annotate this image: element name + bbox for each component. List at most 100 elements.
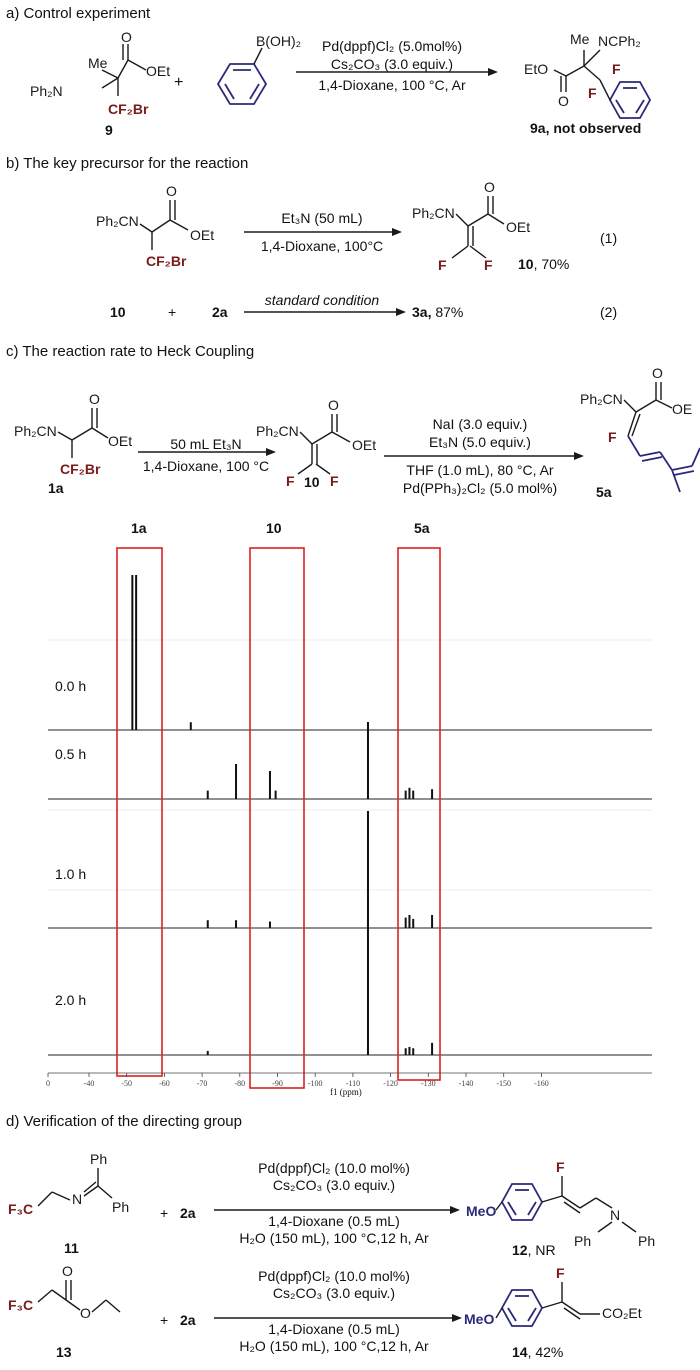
condition-c2-1: NaI (3.0 equiv.) — [432, 416, 528, 432]
yield-3a: 87% — [431, 304, 464, 320]
condition-d2-1: Pd(dppf)Cl₂ (10.0 mol%) — [258, 1268, 410, 1284]
x-tick-label: 0 — [46, 1079, 50, 1088]
condition-d1-4: H₂O (150 mL), 100 °C,12 h, Ar — [239, 1230, 429, 1246]
condition-d2-3: 1,4-Dioxane (0.5 mL) — [268, 1321, 400, 1337]
condition-b1-1: Et₃N (50 mL) — [281, 210, 363, 226]
x-tick-label: -60 — [159, 1079, 170, 1088]
column-label-10: 10 — [266, 520, 282, 536]
svg-text:CF₂Br: CF₂Br — [60, 461, 101, 477]
condition-d1-3: 1,4-Dioxane (0.5 mL) — [268, 1213, 400, 1229]
svg-text:N: N — [72, 1191, 82, 1207]
svg-text:OEt: OEt — [146, 63, 170, 79]
compound-label-10-c: 10 — [304, 474, 320, 490]
svg-text:F: F — [556, 1265, 565, 1281]
compound-label-10: 10 — [518, 256, 534, 272]
condition-c1-2: 1,4-Dioxane, 100 °C — [142, 458, 270, 474]
eq2-plus: + — [168, 304, 177, 320]
section-b-title: b) The key precursor for the reaction — [6, 155, 249, 172]
x-tick-label: -90 — [272, 1079, 283, 1088]
condition-a-3: 1,4-Dioxane, 100 °C, Ar — [318, 77, 466, 93]
d-plus-1: + — [160, 1205, 169, 1221]
highlight-frame-10 — [249, 547, 305, 1089]
compound-10-result: 10, 70% — [518, 256, 569, 272]
result-12: , NR — [527, 1242, 556, 1258]
svg-text:NCPh₂: NCPh₂ — [598, 33, 641, 49]
compound-label-9: 9 — [105, 122, 113, 138]
eq2-product-result: 3a, 87% — [412, 304, 463, 320]
compound-label-9a: 9a, not observed — [530, 120, 642, 136]
time-label-1: 1.0 h — [55, 866, 87, 882]
svg-text:CF₂Br: CF₂Br — [108, 101, 149, 117]
condition-d1-1: Pd(dppf)Cl₂ (10.0 mol%) — [258, 1160, 410, 1176]
time-label-0: 0.0 h — [55, 678, 87, 694]
svg-text:CF₂Br: CF₂Br — [146, 253, 187, 269]
svg-text:Ph₂CN: Ph₂CN — [580, 391, 623, 407]
yield-10: , 70% — [533, 256, 570, 272]
svg-text:Ph: Ph — [112, 1199, 129, 1215]
compound-label-1a: 1a — [48, 480, 64, 496]
d-plus-2: + — [160, 1312, 169, 1328]
svg-text:O: O — [484, 179, 495, 195]
svg-text:F: F — [330, 473, 339, 489]
section-d-title: d) Verification of the directing group — [6, 1113, 242, 1130]
condition-a-1: Pd(dppf)Cl₂ (5.0mol%) — [321, 38, 463, 54]
svg-text:O: O — [652, 365, 663, 381]
x-tick-label: -130 — [421, 1079, 436, 1088]
nmr-spectrum: 0 -40 -50 -60 -70 -80 -90 -100 -110 -120 -130 -140 -… — [46, 547, 652, 1089]
condition-d2-2: Cs₂CO₃ (3.0 equiv.) — [272, 1285, 396, 1301]
column-label-5a: 5a — [414, 520, 430, 536]
equation-number-1: (1) — [600, 230, 618, 246]
svg-text:Me: Me — [570, 31, 590, 47]
condition-d2-4: H₂O (150 mL), 100 °C,12 h, Ar — [239, 1338, 429, 1354]
compound-label-12: 12 — [512, 1242, 528, 1258]
d-partner-2: 2a — [180, 1312, 196, 1328]
svg-text:O: O — [166, 183, 177, 199]
svg-text:F: F — [286, 473, 295, 489]
svg-text:Me: Me — [88, 55, 108, 71]
x-tick-label: -120 — [383, 1079, 398, 1088]
condition-b1-2: 1,4-Dioxane, 100°C — [260, 238, 384, 254]
heck-sequence-structures: Ph₂CN O OEt CF₂Br Ph₂CN O OEt F F Ph₂CN — [14, 365, 700, 493]
x-tick-label: -50 — [121, 1079, 132, 1088]
svg-text:MeO: MeO — [464, 1311, 494, 1327]
equation-number-2: (2) — [600, 304, 618, 320]
svg-text:OE: OE — [672, 401, 692, 417]
x-tick-label: -140 — [459, 1079, 474, 1088]
svg-text:N: N — [610, 1207, 620, 1223]
x-tick-label: -100 — [308, 1079, 323, 1088]
svg-text:O: O — [328, 397, 339, 413]
x-tick-label: -110 — [346, 1079, 360, 1088]
svg-text:Ph: Ph — [574, 1233, 591, 1249]
svg-text:Ph: Ph — [638, 1233, 655, 1249]
equation-1-structures: Ph₂CN O OEt CF₂Br Ph₂CN O OEt F F — [96, 179, 530, 316]
svg-text:O: O — [80, 1305, 91, 1321]
time-label-2: 2.0 h — [55, 992, 87, 1008]
svg-text:Ph₂CN: Ph₂CN — [96, 213, 139, 229]
svg-text:OEt: OEt — [352, 437, 376, 453]
svg-text:O: O — [62, 1263, 73, 1279]
svg-text:F: F — [608, 429, 617, 445]
x-tick-label: -150 — [496, 1079, 511, 1088]
compound-label-14: 14 — [512, 1344, 528, 1360]
compound-14-result: 14, 42% — [512, 1344, 563, 1360]
d-partner-1: 2a — [180, 1205, 196, 1221]
condition-c1-1: 50 mL Et₃N — [170, 436, 242, 452]
plus-sign: + — [174, 74, 184, 91]
highlight-frame-1a — [116, 547, 163, 1077]
x-axis-label: f1 (ppm) — [330, 1087, 362, 1097]
eq2-reactant-2a: 2a — [212, 304, 228, 320]
eq2-reactant-10: 10 — [110, 304, 126, 320]
svg-text:OEt: OEt — [506, 219, 530, 235]
svg-text:Ph₂CN: Ph₂CN — [256, 423, 299, 439]
svg-text:EtO: EtO — [524, 61, 548, 77]
compound-label-13: 13 — [56, 1344, 72, 1360]
svg-text:O: O — [89, 391, 100, 407]
svg-text:F: F — [438, 257, 447, 273]
svg-text:OEt: OEt — [190, 227, 214, 243]
svg-text:MeO: MeO — [466, 1203, 496, 1219]
condition-c2-4: Pd(PPh₃)₂Cl₂ (5.0 mol%) — [402, 480, 558, 496]
result-14: , 42% — [527, 1344, 564, 1360]
compound-12-result: 12, NR — [512, 1242, 556, 1258]
